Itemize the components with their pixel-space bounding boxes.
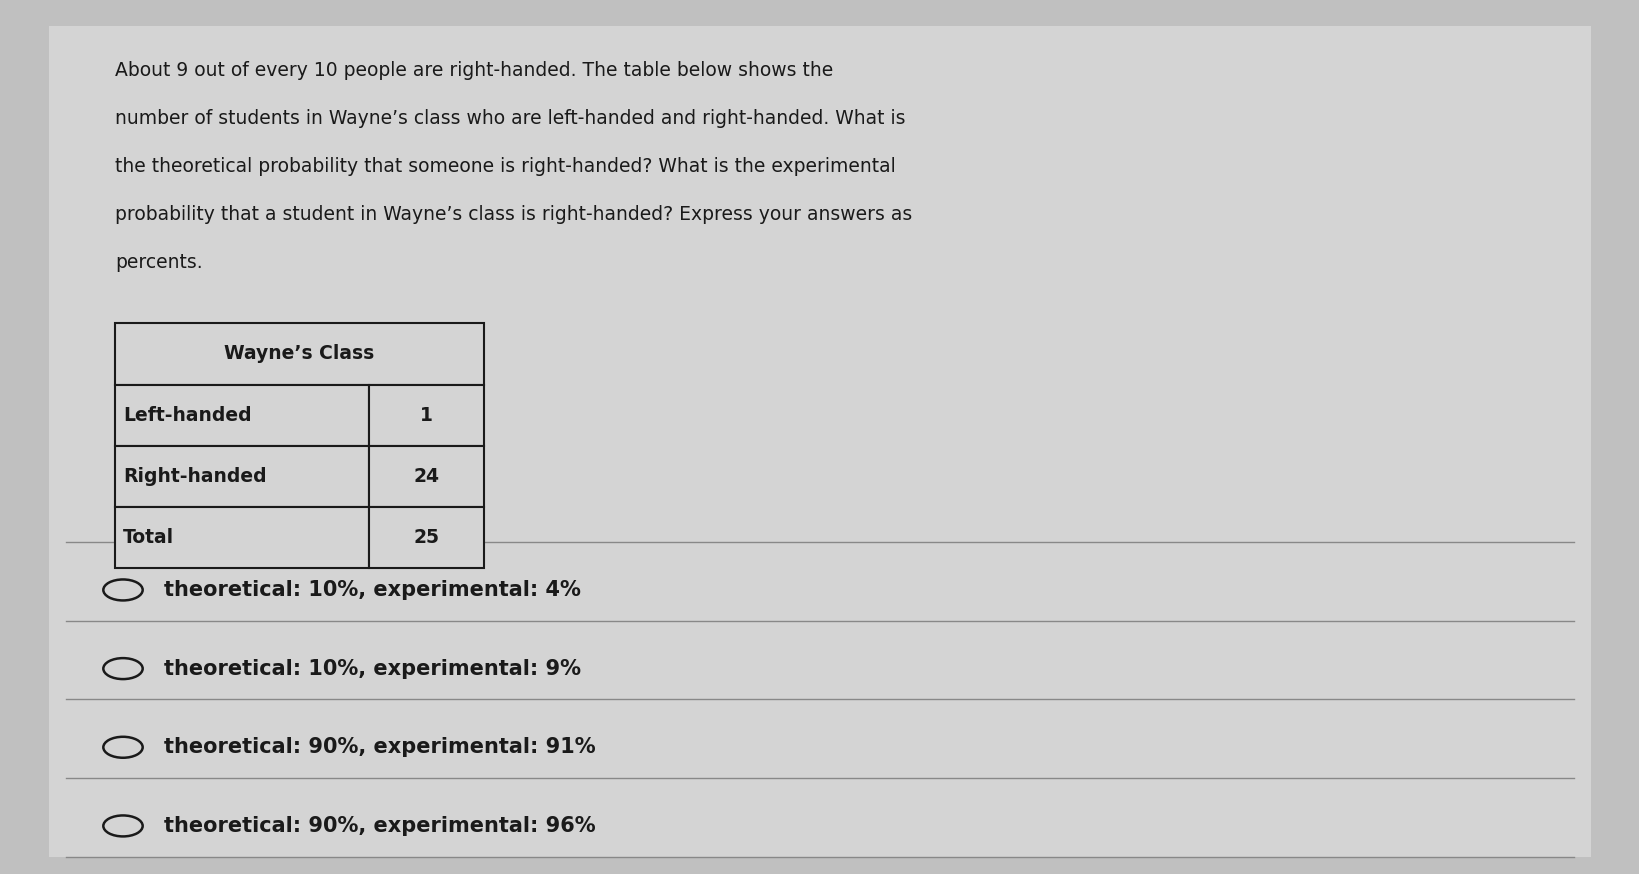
Text: About 9 out of every 10 people are right-handed. The table below shows the: About 9 out of every 10 people are right… [115,61,833,80]
Bar [369,385,484,446]
Text: theoretical: 90%, experimental: 91%: theoretical: 90%, experimental: 91% [164,738,595,757]
Text: Right-handed: Right-handed [123,467,267,486]
Bar [115,323,484,385]
Text: the theoretical probability that someone is right-handed? What is the experiment: the theoretical probability that someone… [115,157,895,177]
Text: 1: 1 [420,406,433,425]
Text: Left-handed: Left-handed [123,406,251,425]
Text: percents.: percents. [115,253,202,273]
Text: 24: 24 [413,467,439,486]
Text: theoretical: 10%, experimental: 4%: theoretical: 10%, experimental: 4% [164,580,580,600]
Text: theoretical: 90%, experimental: 96%: theoretical: 90%, experimental: 96% [164,816,595,836]
Bar [115,507,369,568]
Bar [369,446,484,507]
Text: Wayne’s Class: Wayne’s Class [225,344,374,364]
Text: probability that a student in Wayne’s class is right-handed? Express your answer: probability that a student in Wayne’s cl… [115,205,911,225]
Bar [115,385,369,446]
Text: theoretical: 10%, experimental: 9%: theoretical: 10%, experimental: 9% [164,659,580,678]
Bar [115,446,369,507]
FancyBboxPatch shape [49,26,1590,857]
Bar [369,507,484,568]
Text: 25: 25 [413,528,439,547]
Text: number of students in Wayne’s class who are left-handed and right-handed. What i: number of students in Wayne’s class who … [115,109,905,128]
Text: Total: Total [123,528,174,547]
